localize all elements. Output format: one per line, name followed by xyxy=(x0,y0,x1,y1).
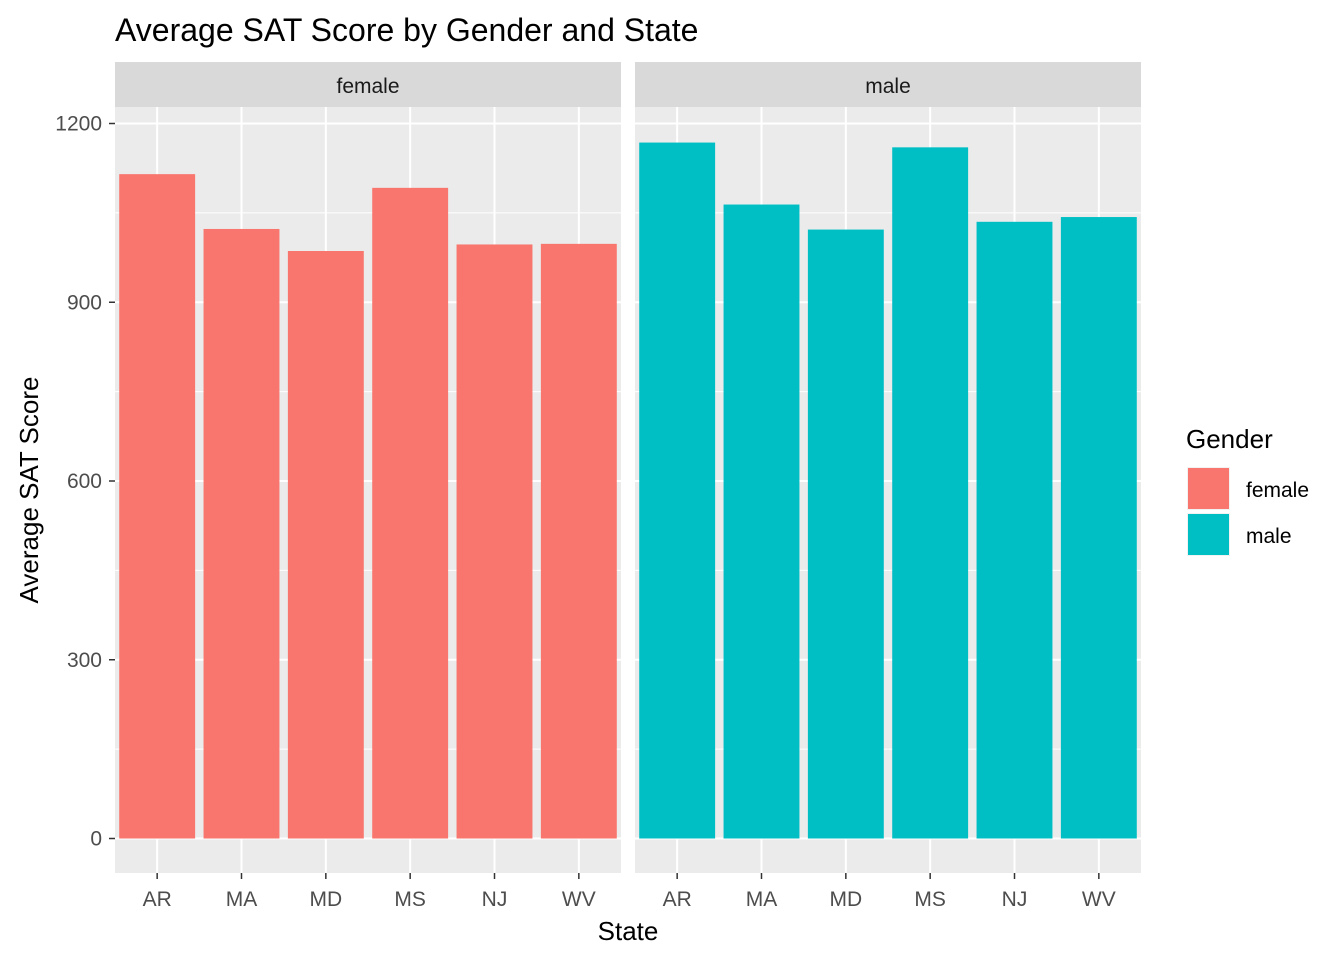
x-tick-label: MD xyxy=(829,888,862,911)
facet-strip-label: male xyxy=(865,75,911,98)
legend-title: Gender xyxy=(1186,424,1273,454)
bar-male-NJ xyxy=(976,221,1053,839)
bar-female-AR xyxy=(119,174,196,839)
x-axis-title: State xyxy=(598,916,659,946)
facet-panel-male: male AR MA MD MS NJ WV xyxy=(635,62,1141,911)
bar-male-MS xyxy=(892,147,969,839)
y-tick-label: 1200 xyxy=(55,113,102,136)
bar-female-MS xyxy=(372,187,449,839)
legend: Gender female male xyxy=(1186,424,1309,556)
y-tick-label: 900 xyxy=(67,291,102,314)
facet-strip xyxy=(115,62,621,107)
facet-strip xyxy=(635,62,1141,107)
x-tick-label: MA xyxy=(746,888,778,911)
x-tick-label: NJ xyxy=(482,888,508,911)
legend-key-female xyxy=(1188,468,1229,509)
bar-male-MD xyxy=(807,229,884,839)
bar-male-WV xyxy=(1060,217,1137,839)
y-axis: 0 300 600 900 1200 xyxy=(55,113,115,851)
bar-female-WV xyxy=(540,243,617,839)
bar-female-MA xyxy=(203,228,280,839)
x-tick-label: MS xyxy=(394,888,426,911)
x-tick-label: AR xyxy=(143,888,172,911)
chart-title: Average SAT Score by Gender and State xyxy=(115,12,698,48)
x-tick-label: MS xyxy=(914,888,946,911)
x-tick-label: WV xyxy=(562,888,596,911)
legend-key-male xyxy=(1188,514,1229,555)
y-tick-label: 0 xyxy=(90,828,102,851)
legend-label-male: male xyxy=(1246,525,1292,548)
panel-background xyxy=(635,107,1141,873)
y-tick-label: 300 xyxy=(67,649,102,672)
bar-male-AR xyxy=(639,142,716,839)
facet-panels: female AR MA MD MS NJ WV male AR MA MD MS NJ WV xyxy=(115,62,1141,911)
x-tick-label: WV xyxy=(1082,888,1116,911)
y-tick-label: 600 xyxy=(67,470,102,493)
bar-male-MA xyxy=(723,204,800,839)
x-tick-label: MD xyxy=(309,888,342,911)
y-axis-title: Average SAT Score xyxy=(14,377,44,604)
facet-panel-female: female AR MA MD MS NJ WV xyxy=(115,62,621,911)
facet-strip-label: female xyxy=(336,75,399,98)
legend-label-female: female xyxy=(1246,479,1309,502)
bar-female-NJ xyxy=(456,244,533,839)
x-tick-label: MA xyxy=(226,888,258,911)
bar-female-MD xyxy=(287,251,364,839)
x-tick-label: AR xyxy=(663,888,692,911)
x-tick-label: NJ xyxy=(1002,888,1028,911)
panel-background xyxy=(115,107,621,873)
